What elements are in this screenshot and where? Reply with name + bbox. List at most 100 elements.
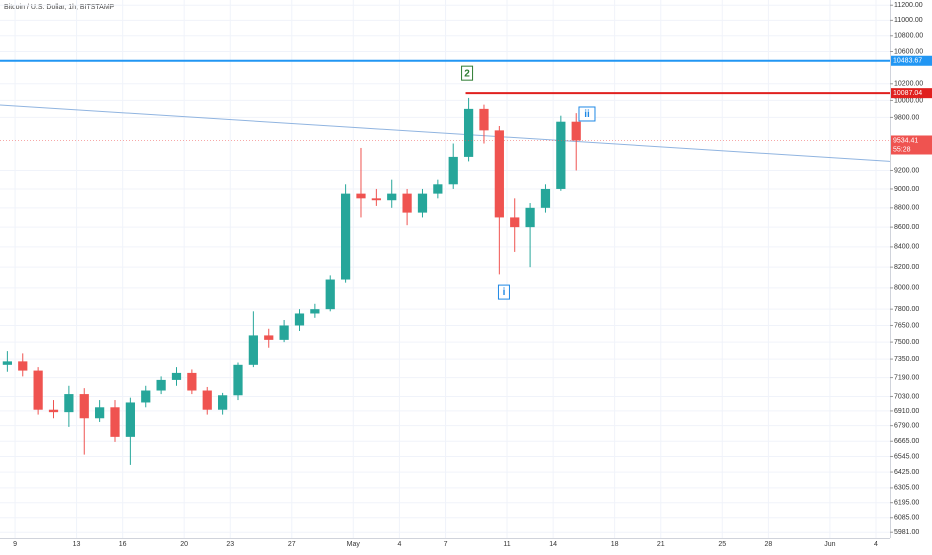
x-tick-label: 4 <box>397 541 401 548</box>
chart-title: Bitcoin / U.S. Dollar, 1h, BITSTAMP <box>4 4 115 11</box>
x-tick-label: 4 <box>874 541 878 548</box>
y-tick-label: 7800.00 <box>894 306 919 313</box>
y-tick-label: 7650.00 <box>894 322 919 329</box>
candle-body <box>387 193 397 201</box>
x-tick-label: 16 <box>119 541 127 548</box>
x-tick-label: 11 <box>503 541 510 548</box>
candle-body <box>171 372 182 380</box>
candle-body <box>33 370 43 410</box>
candle-body <box>417 193 428 213</box>
y-tick-label: 7190.00 <box>894 374 919 381</box>
candle-body <box>310 309 320 314</box>
x-tick-label: 7 <box>444 541 448 548</box>
y-tick-label: 9000.00 <box>894 186 919 193</box>
level-price-label: 10483.67 <box>893 58 922 65</box>
candle-body <box>233 364 243 396</box>
y-tick-label: 9200.00 <box>894 167 919 174</box>
x-tick-label: 9 <box>13 541 17 548</box>
x-tick-label: 21 <box>657 541 665 548</box>
y-tick-label: 6910.00 <box>894 408 919 415</box>
y-tick-label: 7350.00 <box>894 356 919 363</box>
candle-body <box>571 121 581 141</box>
candle-body <box>18 361 28 371</box>
x-tick-label: 27 <box>288 541 296 548</box>
y-tick-label: 11200.00 <box>894 2 923 9</box>
annotation-label: 2 <box>464 68 470 79</box>
candle-body <box>433 184 443 194</box>
y-tick-label: 11000.00 <box>894 17 923 24</box>
candle-body <box>371 198 381 201</box>
candle-body <box>156 379 166 391</box>
x-tick-label: 18 <box>611 541 619 548</box>
candle-body <box>510 217 520 228</box>
candle-body <box>556 121 566 189</box>
candle-body <box>202 390 212 410</box>
candle-body <box>494 130 504 218</box>
x-tick-label: 25 <box>718 541 726 548</box>
x-tick-label: May <box>347 541 361 548</box>
y-tick-label: 6305.00 <box>894 485 919 492</box>
last-price-label: 9534.41 <box>893 137 918 144</box>
y-tick-label: 10600.00 <box>894 48 923 55</box>
trendline <box>0 104 891 162</box>
y-tick-label: 6425.00 <box>894 469 919 476</box>
y-tick-label: 6085.00 <box>894 515 919 522</box>
candle-body <box>402 193 412 213</box>
annotation-box <box>461 65 474 81</box>
y-tick-label: 8800.00 <box>894 205 919 212</box>
y-tick-label: 8000.00 <box>894 285 919 292</box>
x-tick-label: 20 <box>180 541 188 548</box>
x-tick-label: 23 <box>226 541 234 548</box>
y-tick-label: 8200.00 <box>894 264 919 271</box>
candle-body <box>294 313 305 326</box>
level-price-box <box>891 88 932 99</box>
y-tick-label: 6195.00 <box>894 500 919 507</box>
level-price-box <box>891 55 932 66</box>
candle-body <box>2 361 12 365</box>
candle-body <box>218 395 228 410</box>
y-tick-label: 10200.00 <box>894 81 923 88</box>
y-tick-label: 10000.00 <box>894 97 923 104</box>
candle-body <box>540 188 551 208</box>
last-price-box <box>891 135 932 155</box>
candle-body <box>325 279 335 310</box>
annotation-label: ii <box>584 109 590 120</box>
candle-body <box>95 407 105 419</box>
candle-body <box>525 207 535 228</box>
y-tick-label: 8600.00 <box>894 224 919 231</box>
y-tick-label: 10800.00 <box>894 33 923 40</box>
candle-body <box>479 108 489 131</box>
candle-body <box>356 193 366 199</box>
candle-body <box>187 372 197 391</box>
level-price-label: 10087.04 <box>893 90 922 97</box>
annotation-label: i <box>503 287 506 298</box>
countdown-label: 55:28 <box>893 146 911 153</box>
annotation-box <box>578 106 596 122</box>
x-tick-label: 28 <box>764 541 772 548</box>
y-tick-label: 7030.00 <box>894 393 919 400</box>
candle-body <box>110 407 120 437</box>
y-tick-label: 7500.00 <box>894 339 919 346</box>
y-tick-label: 5981.00 <box>894 529 919 536</box>
candle-body <box>279 325 289 340</box>
candle-body <box>64 394 74 413</box>
x-tick-label: 13 <box>73 541 81 548</box>
candle-body <box>264 335 274 340</box>
candle-body <box>79 394 89 419</box>
x-tick-label: Jun <box>824 541 835 548</box>
annotation-box <box>497 284 510 300</box>
y-tick-label: 6545.00 <box>894 453 919 460</box>
candle-body <box>248 335 258 365</box>
y-tick-label: 6790.00 <box>894 422 919 429</box>
candle-body <box>141 390 151 403</box>
candle-body <box>448 156 458 185</box>
candle-body <box>340 193 351 280</box>
candle-body <box>125 402 135 437</box>
x-tick-label: 14 <box>549 541 557 548</box>
y-tick-label: 8400.00 <box>894 244 919 251</box>
candle-body <box>48 409 59 413</box>
y-tick-label: 9800.00 <box>894 114 919 121</box>
y-tick-label: 6665.00 <box>894 438 919 445</box>
grid <box>0 0 890 538</box>
